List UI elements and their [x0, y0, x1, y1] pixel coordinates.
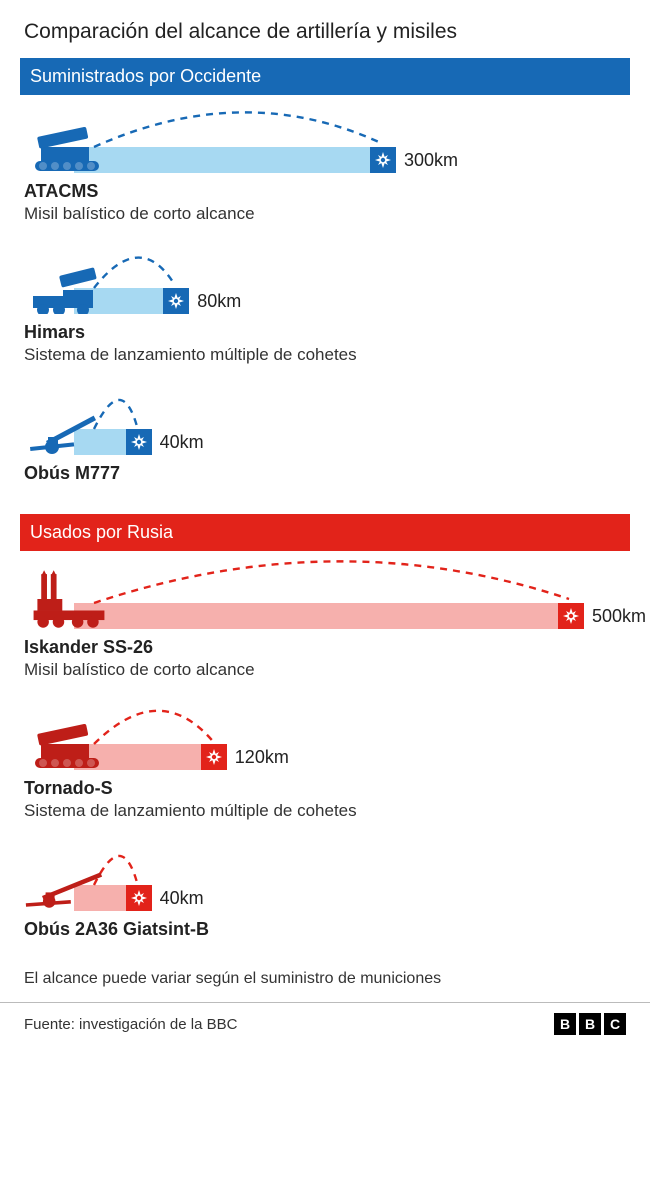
- weapon-name: Himars: [24, 322, 626, 343]
- page-title: Comparación del alcance de artillería y …: [24, 20, 626, 44]
- range-label: 80km: [197, 291, 241, 312]
- weapon-desc: Misil balístico de corto alcance: [24, 660, 626, 680]
- weapon-name: Tornado-S: [24, 778, 626, 799]
- impact-icon: [201, 744, 227, 770]
- impact-icon: [370, 147, 396, 173]
- weapon-icon-m777: [24, 407, 114, 455]
- range-label: 40km: [160, 888, 204, 909]
- range-label: 120km: [235, 747, 289, 768]
- weapon-icon-tornados: [24, 722, 114, 770]
- footnote: El alcance puede variar según el suminis…: [24, 970, 626, 988]
- weapon-icon-himars: [24, 266, 114, 314]
- weapon-desc: Sistema de lanzamiento múltiple de cohet…: [24, 345, 626, 365]
- weapon-name: Iskander SS-26: [24, 637, 626, 658]
- range-bar: [74, 147, 396, 173]
- weapon-item-iskander: 500km Iskander SS-26 Misil balístico de …: [24, 569, 626, 680]
- weapon-name: ATACMS: [24, 181, 626, 202]
- impact-icon: [163, 288, 189, 314]
- weapon-item-atacms: 300km ATACMS Misil balístico de corto al…: [24, 113, 626, 224]
- section-header-russia: Usados por Rusia: [20, 514, 630, 551]
- section-header-west: Suministrados por Occidente: [20, 58, 630, 95]
- weapon-item-m777: 40km Obús M777: [24, 395, 626, 484]
- weapon-item-giatsint: 40km Obús 2A36 Giatsint-B: [24, 851, 626, 940]
- weapon-item-tornados: 120km Tornado-S Sistema de lanzamiento m…: [24, 710, 626, 821]
- weapon-icon-giatsint: [24, 863, 114, 911]
- impact-icon: [558, 603, 584, 629]
- impact-icon: [126, 429, 152, 455]
- weapon-name: Obús 2A36 Giatsint-B: [24, 919, 626, 940]
- bbc-logo: B B C: [554, 1013, 626, 1035]
- weapon-name: Obús M777: [24, 463, 626, 484]
- weapon-icon-iskander: [24, 569, 114, 629]
- weapon-desc: Misil balístico de corto alcance: [24, 204, 626, 224]
- impact-icon: [126, 885, 152, 911]
- source-label: Fuente: investigación de la BBC: [24, 1016, 237, 1033]
- range-label: 40km: [160, 432, 204, 453]
- range-bar: [74, 603, 584, 629]
- range-label: 300km: [404, 150, 458, 171]
- range-label: 500km: [592, 606, 646, 627]
- weapon-desc: Sistema de lanzamiento múltiple de cohet…: [24, 801, 626, 821]
- weapon-icon-atacms: [24, 125, 114, 173]
- weapon-item-himars: 80km Himars Sistema de lanzamiento múlti…: [24, 254, 626, 365]
